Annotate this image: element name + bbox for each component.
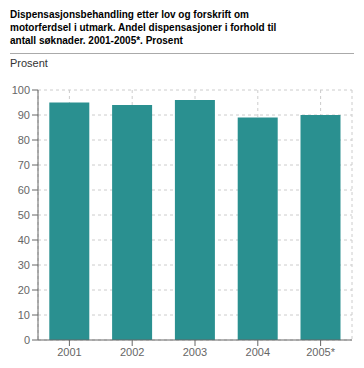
svg-text:100: 100 — [12, 84, 30, 96]
svg-text:70: 70 — [18, 159, 30, 171]
svg-text:90: 90 — [18, 109, 30, 121]
svg-text:20: 20 — [18, 284, 30, 296]
svg-text:60: 60 — [18, 184, 30, 196]
html-text:Dispensasjonsbehandling etter: Dispensasjonsbehandling etter lov og for… — [10, 9, 249, 20]
svg-text:30: 30 — [18, 259, 30, 271]
svg-text:50: 50 — [18, 209, 30, 221]
svg-text:2002: 2002 — [120, 346, 144, 358]
svg-text:40: 40 — [18, 234, 30, 246]
svg-text:2004: 2004 — [246, 346, 270, 358]
svg-text:2003: 2003 — [183, 346, 207, 358]
html-text:Prosent: Prosent — [10, 57, 48, 69]
html-text:antall søknader. 2001-2005*. P: antall søknader. 2001-2005*. Prosent — [10, 35, 183, 46]
svg-text:2005*: 2005* — [306, 346, 335, 358]
svg-text:0: 0 — [24, 334, 30, 346]
svg-text:80: 80 — [18, 134, 30, 146]
html-text:motorferdsel i utmark. Andel d: motorferdsel i utmark. Andel dispensasjo… — [10, 22, 277, 33]
svg-text:2001: 2001 — [57, 346, 81, 358]
svg-text:10: 10 — [18, 309, 30, 321]
